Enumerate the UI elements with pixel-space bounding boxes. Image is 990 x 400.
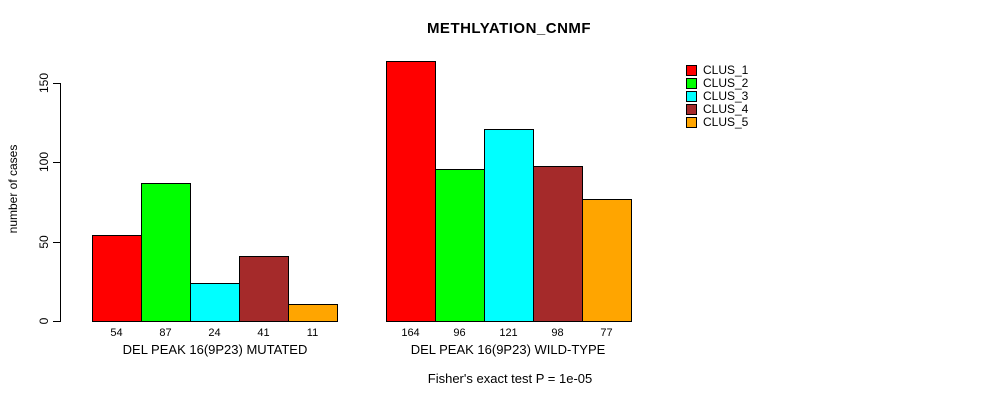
y-axis-tick [53, 241, 60, 243]
bar-clus_3-group1 [190, 282, 240, 322]
y-axis-line [60, 83, 61, 322]
bar-clus_5-group1 [288, 303, 338, 322]
bar-value-label: 77 [600, 327, 613, 339]
bar-clus_4-group2 [533, 165, 583, 322]
bar-clus_3-group2 [484, 129, 534, 322]
bar-value-label: 96 [453, 327, 466, 339]
bar-value-label: 11 [306, 327, 319, 339]
legend-item: CLUS_3 [686, 90, 748, 102]
legend-item: CLUS_5 [686, 116, 748, 128]
bar-clus_4-group1 [239, 255, 289, 322]
group-label-wild-type: DEL PEAK 16(9P23) WILD-TYPE [410, 342, 606, 357]
bar-value-label: 87 [159, 327, 172, 339]
legend-item: CLUS_2 [686, 77, 748, 89]
legend-color-swatch [686, 77, 697, 89]
bar-clus_1-group2 [386, 60, 436, 322]
fisher-exact-test-annotation: Fisher's exact test P = 1e-05 [427, 371, 593, 386]
y-axis-tick [53, 83, 60, 84]
bar-value-label: 41 [257, 327, 270, 339]
bar-value-label: 121 [499, 327, 518, 339]
legend-color-swatch [686, 116, 697, 128]
y-axis-label: number of cases [6, 144, 20, 234]
legend-item-label: CLUS_5 [703, 115, 749, 129]
legend-item-label: CLUS_3 [703, 89, 749, 103]
legend-item-label: CLUS_1 [703, 63, 749, 77]
group-label-mutated: DEL PEAK 16(9P23) MUTATED [122, 342, 308, 357]
bar-clus_2-group2 [435, 168, 485, 322]
bar-value-label: 54 [110, 327, 123, 339]
legend-color-swatch [686, 90, 697, 102]
chart-title: METHLYATION_CNMF [426, 20, 592, 37]
y-axis-tick-label: 100 [37, 152, 51, 173]
bar-clus_2-group1 [141, 182, 191, 322]
y-axis-tick [53, 162, 60, 164]
bar-value-label: 24 [208, 327, 221, 339]
legend-item-label: CLUS_4 [703, 102, 749, 116]
legend-item-label: CLUS_2 [703, 76, 749, 90]
bar-clus_1-group1 [92, 235, 142, 322]
y-axis-tick-label: 0 [37, 317, 51, 325]
bar-value-label: 98 [551, 327, 564, 339]
bar-value-label: 164 [401, 327, 420, 339]
legend-item: CLUS_4 [686, 103, 748, 115]
y-axis-tick-label: 150 [37, 72, 51, 94]
legend-color-swatch [686, 64, 697, 76]
bar-clus_5-group2 [582, 198, 632, 322]
y-axis-tick [53, 321, 60, 322]
y-axis-tick-label: 50 [37, 234, 51, 249]
legend-item: CLUS_1 [686, 64, 748, 76]
legend-color-swatch [686, 103, 697, 115]
